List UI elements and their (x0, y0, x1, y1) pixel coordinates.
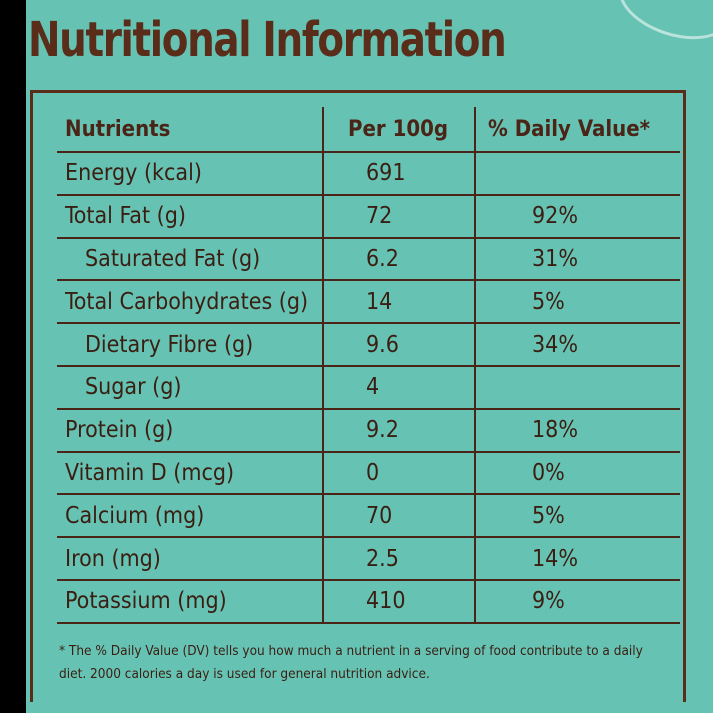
table-row: Saturated Fat (g) 6.2 31% (57, 238, 680, 282)
nutrition-table: Nutrients Per 100g % Daily Value* Energy… (57, 107, 680, 624)
table-row: Calcium (mg) 70 5% (57, 495, 680, 539)
per-100g-value: 9.2 (322, 409, 474, 451)
nutrient-name: Potassium (mg) (65, 588, 227, 615)
daily-value: 14% (474, 538, 646, 579)
per-100g-value: 691 (322, 153, 474, 194)
header-nutrients: Nutrients (65, 116, 171, 142)
nutrient-name: Iron (mg) (65, 545, 161, 572)
daily-value-footnote: * The % Daily Value (DV) tells you how m… (59, 643, 643, 682)
header-per-100g: Per 100g (322, 107, 474, 151)
table-row: Dietary Fibre (g) 9.6 34% (57, 324, 680, 367)
nutrient-name: Vitamin D (mcg) (65, 459, 235, 486)
nutrient-name: Protein (g) (65, 417, 174, 444)
table-row: Total Fat (g) 72 92% (57, 195, 680, 239)
daily-value: 31% (474, 238, 646, 280)
per-100g-value: 72 (322, 195, 474, 237)
table-row: Iron (mg) 2.5 14% (57, 538, 680, 581)
nutrient-name: Dietary Fibre (g) (85, 331, 254, 358)
daily-value (474, 366, 646, 408)
per-100g-value: 70 (322, 495, 474, 537)
nutrient-name: Saturated Fat (g) (85, 245, 261, 272)
table-row: Sugar (g) 4 (57, 366, 680, 410)
nutrient-name: Total Carbohydrates (g) (65, 288, 309, 315)
daily-value: 18% (474, 409, 646, 451)
nutrition-panel: Nutritional Information Nutrients Per 10… (26, 0, 713, 713)
daily-value: 92% (474, 195, 646, 237)
per-100g-value: 4 (322, 366, 474, 408)
daily-value: 34% (474, 324, 646, 365)
table-frame (30, 90, 686, 702)
per-100g-value: 9.6 (322, 324, 474, 365)
table-row: Vitamin D (mcg) 0 0% (57, 452, 680, 496)
page-title: Nutritional Information (28, 12, 507, 68)
table-row: Protein (g) 9.2 18% (57, 409, 680, 453)
table-row: Energy (kcal) 691 (57, 153, 680, 196)
nutrient-name: Sugar (g) (85, 374, 182, 401)
per-100g-value: 6.2 (322, 238, 474, 280)
daily-value: 5% (474, 281, 646, 323)
per-100g-value: 410 (322, 580, 474, 622)
table-row: Potassium (mg) 410 9% (57, 580, 680, 624)
nutrient-name: Calcium (mg) (65, 502, 205, 529)
daily-value: 9% (474, 580, 646, 622)
nutrient-name: Total Fat (g) (65, 203, 186, 230)
header-daily-value: % Daily Value* (474, 107, 650, 151)
daily-value: 0% (474, 452, 646, 494)
daily-value: 5% (474, 495, 646, 537)
per-100g-value: 2.5 (322, 538, 474, 579)
table-row: Total Carbohydrates (g) 14 5% (57, 281, 680, 325)
decorative-swoosh (609, 0, 713, 53)
per-100g-value: 14 (322, 281, 474, 323)
daily-value (474, 153, 646, 194)
table-header-row: Nutrients Per 100g % Daily Value* (57, 107, 680, 153)
per-100g-value: 0 (322, 452, 474, 494)
nutrient-name: Energy (kcal) (65, 160, 202, 187)
